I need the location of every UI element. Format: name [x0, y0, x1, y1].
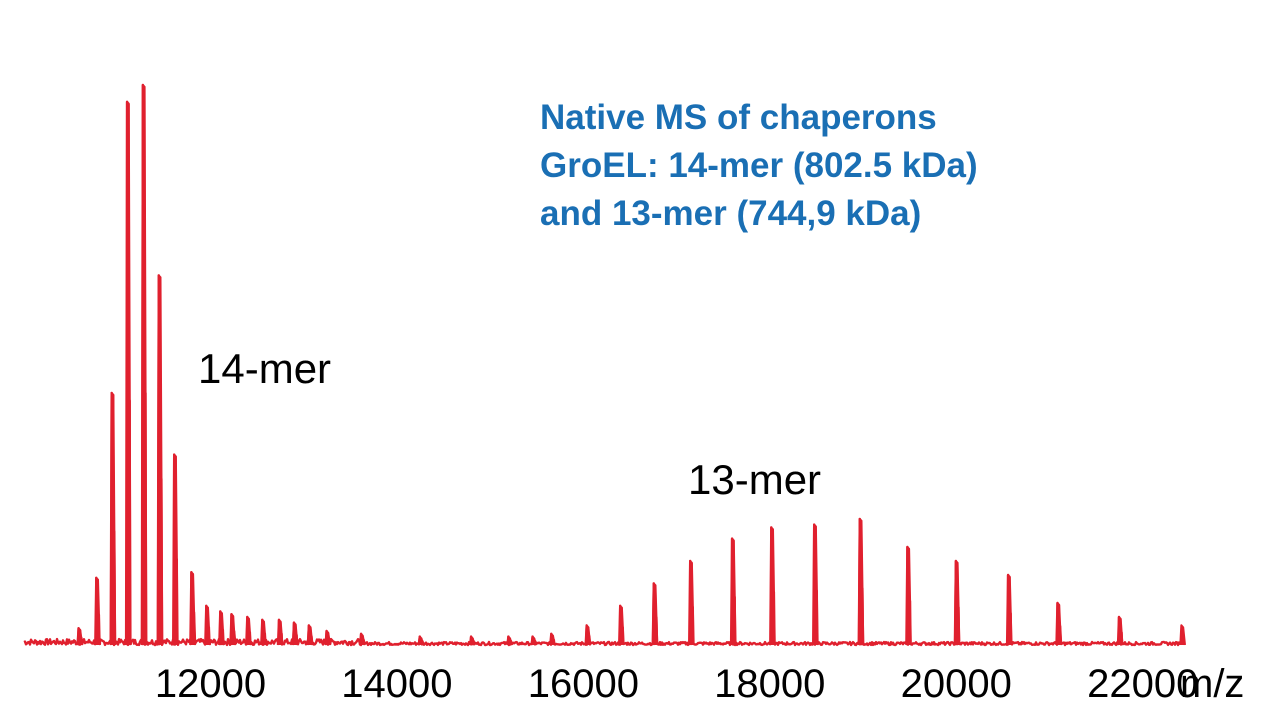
annotation-13-mer: 13-mer — [688, 456, 821, 503]
spectrum-peak-18 — [417, 635, 425, 646]
annotation-14-mer: 14-mer — [198, 345, 331, 392]
spectrum-peak-29 — [812, 523, 819, 646]
x-axis-unit-label: m/z — [1180, 662, 1244, 706]
spectrum-peak-27 — [729, 537, 737, 646]
spectrum-peak-36 — [1179, 624, 1186, 646]
spectrum-peak-22 — [549, 632, 556, 646]
x-tick-label-12000: 12000 — [155, 662, 266, 706]
x-tick-label-18000: 18000 — [714, 662, 825, 706]
spectrum-peak-17 — [358, 632, 366, 646]
spectrum-peak-33 — [1005, 573, 1013, 646]
spectrum-peak-8 — [204, 604, 211, 646]
spectrum-peak-30 — [857, 517, 865, 646]
spectrum-peak-28 — [769, 526, 776, 646]
spectrum-peak-34 — [1055, 601, 1062, 646]
spectrum-peak-25 — [651, 582, 659, 646]
spectrum-peak-12 — [260, 618, 267, 646]
spectrum-peak-1 — [94, 576, 101, 646]
title-line-2: GroEL: 14-mer (802.5 kDa) — [540, 146, 978, 185]
title-line-1: Native MS of chaperons — [540, 98, 937, 137]
spectrum-peak-9 — [218, 610, 225, 646]
spectrum-peak-10 — [229, 613, 236, 646]
spectrum-peak-35 — [1116, 615, 1124, 646]
x-tick-label-14000: 14000 — [341, 662, 452, 706]
spectrum-peak-2 — [109, 391, 117, 646]
chart-title: Native MS of chaperons GroEL: 14-mer (80… — [540, 98, 978, 233]
spectrum-peak-14 — [291, 621, 299, 646]
x-axis-ticks: 12000 14000 16000 18000 20000 22000 — [155, 662, 1198, 706]
spectrum-peak-6 — [172, 453, 179, 646]
title-line-3: and 13-mer (744,9 kDa) — [540, 194, 921, 233]
x-tick-label-22000: 22000 — [1087, 662, 1198, 706]
spectrum-peak-24 — [618, 604, 625, 646]
spectrum-peak-13 — [276, 618, 284, 646]
spectrum-peak-4 — [140, 83, 148, 646]
spectrum-peak-15 — [306, 624, 314, 646]
spectrum-peak-32 — [953, 559, 961, 646]
x-tick-label-16000: 16000 — [528, 662, 639, 706]
spectrum-plot — [23, 83, 1186, 647]
spectrum-peak-31 — [905, 545, 912, 646]
spectrum-peak-0 — [76, 627, 84, 646]
spectrum-peak-11 — [245, 615, 252, 646]
spectrum-peak-16 — [324, 629, 332, 646]
spectrum-peak-3 — [124, 100, 132, 646]
spectrum-peak-21 — [530, 635, 538, 646]
x-tick-label-20000: 20000 — [901, 662, 1012, 706]
spectrum-peak-5 — [156, 274, 164, 646]
spectrum-peak-20 — [506, 635, 513, 646]
spectrum-peak-23 — [584, 624, 592, 646]
spectrum-peak-26 — [688, 559, 695, 646]
spectrum-peak-19 — [468, 635, 476, 646]
spectrum-peak-7 — [189, 571, 196, 646]
